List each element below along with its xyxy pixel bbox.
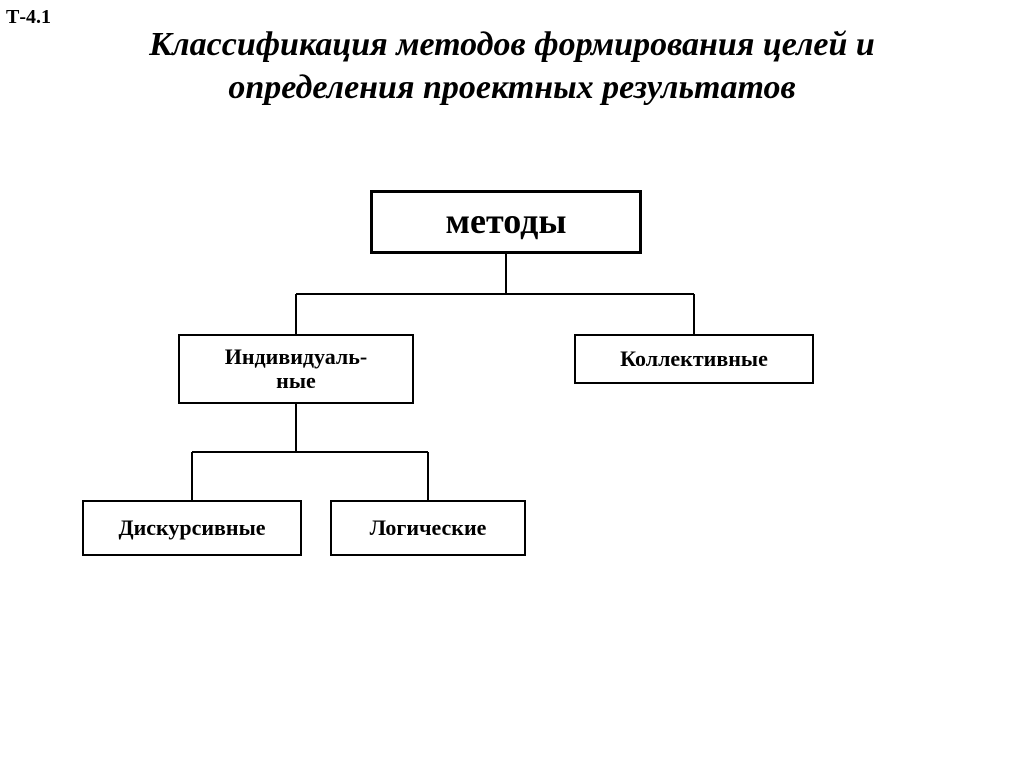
node-collective: Коллективные: [574, 334, 814, 384]
node-logical: Логические: [330, 500, 526, 556]
node-disc-label: Дискурсивные: [118, 516, 265, 540]
node-root: методы: [370, 190, 642, 254]
node-ind-label: Индивидуаль-ные: [225, 345, 367, 393]
slide-canvas: Т-4.1 Классификация методов формирования…: [0, 0, 1024, 768]
node-coll-label: Коллективные: [620, 347, 768, 371]
node-discursive: Дискурсивные: [82, 500, 302, 556]
tree-connectors: [0, 0, 1024, 768]
node-logic-label: Логические: [370, 516, 487, 540]
node-root-label: методы: [446, 202, 567, 242]
node-individual: Индивидуаль-ные: [178, 334, 414, 404]
